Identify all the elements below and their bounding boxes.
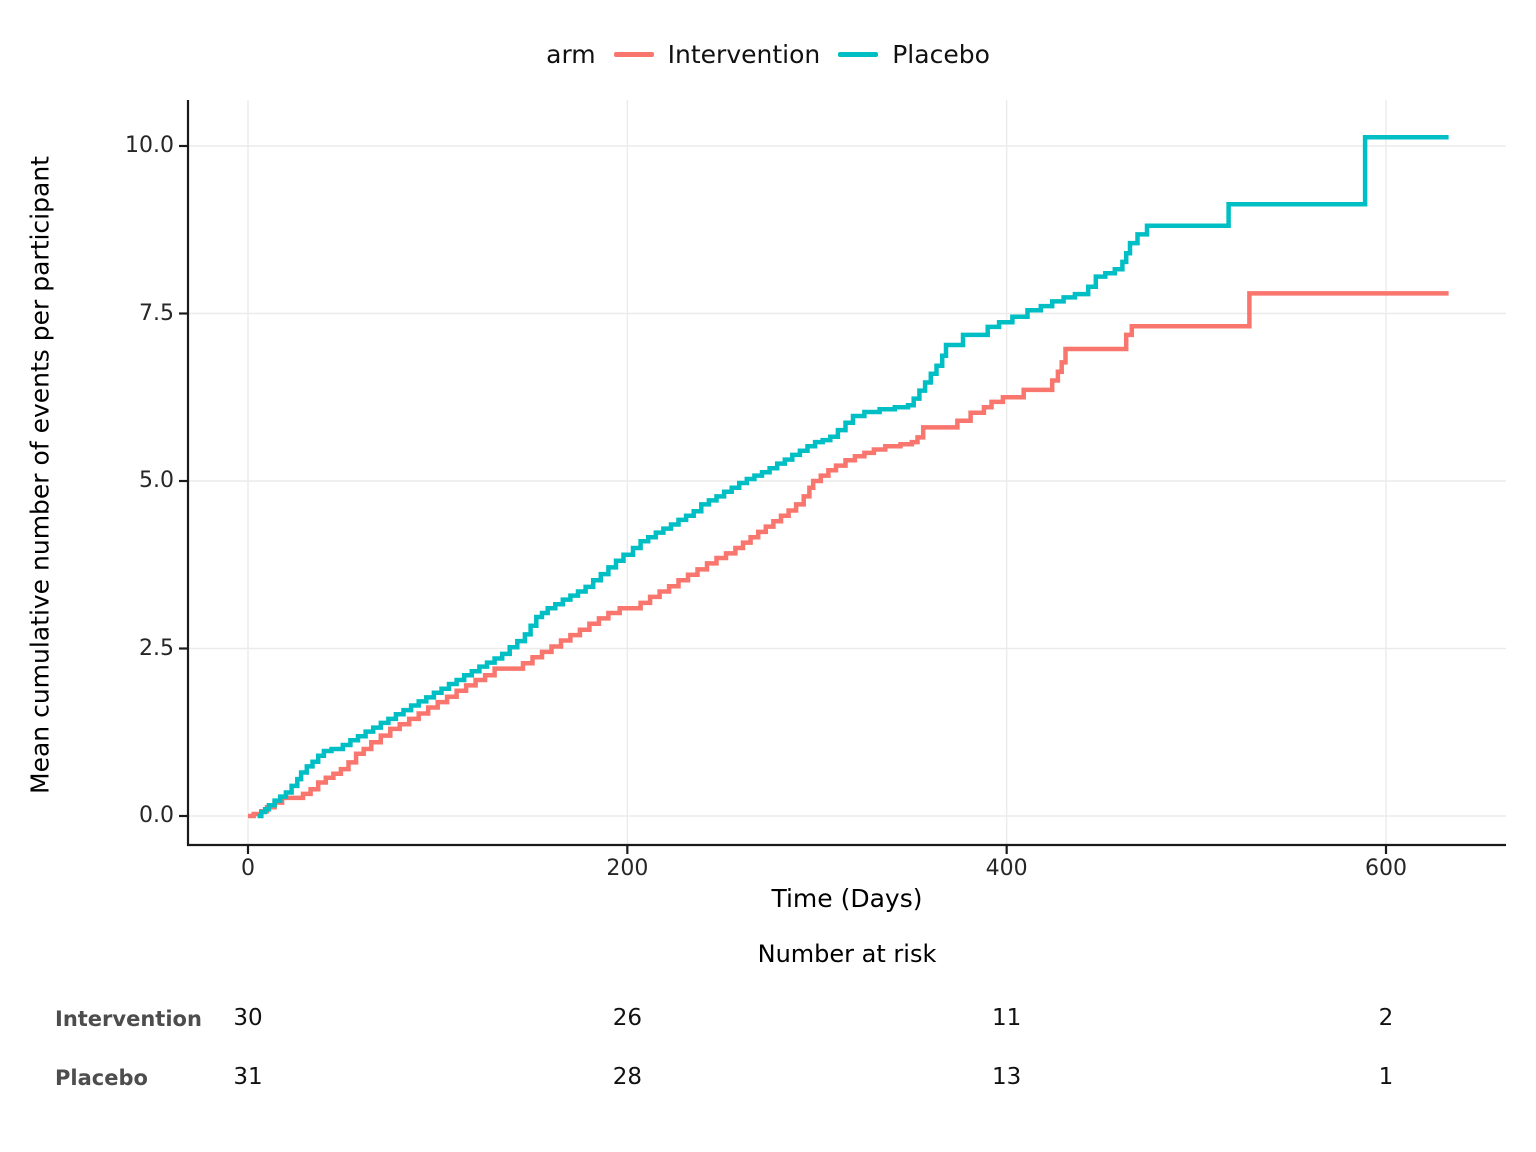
series-line-intervention: [248, 291, 1449, 819]
risk-row-label-intervention: Intervention: [55, 1007, 202, 1031]
legend-label-placebo: Placebo: [892, 39, 990, 69]
x-tick-label: 600: [1365, 856, 1407, 881]
y-tick-label: 2.5: [139, 635, 174, 661]
x-tick-label: 0: [241, 856, 255, 881]
legend-title: arm: [546, 39, 596, 69]
legend-item-placebo: Placebo: [838, 40, 990, 69]
series-line-placebo: [257, 135, 1449, 819]
risk-table-title: Number at risk: [757, 940, 937, 968]
placebo-line-swatch: [838, 51, 879, 57]
y-tick-label: 7.5: [139, 300, 174, 326]
risk-value: 31: [233, 1064, 263, 1090]
legend: arm Intervention Placebo: [0, 36, 1536, 72]
risk-value: 26: [612, 1005, 642, 1031]
legend-item-intervention: Intervention: [613, 39, 821, 69]
risk-row-label-placebo: Placebo: [55, 1066, 148, 1090]
y-tick-label: 10.0: [125, 133, 174, 158]
y-tick-label: 5.0: [139, 468, 174, 493]
x-tick-label: 200: [606, 856, 649, 881]
x-tick-label: 400: [985, 856, 1028, 881]
x-axis-title: Time (Days): [771, 884, 923, 913]
risk-value: 11: [992, 1005, 1022, 1031]
y-tick-label: 0.0: [139, 803, 174, 828]
risk-value: 28: [612, 1064, 642, 1090]
risk-value: 1: [1378, 1064, 1394, 1090]
legend-label-intervention: Intervention: [667, 39, 821, 69]
intervention-line-swatch: [613, 51, 654, 57]
risk-value: 30: [233, 1005, 263, 1031]
risk-value: 13: [992, 1064, 1022, 1090]
y-axis-title: Mean cumulative number of events per par…: [25, 156, 55, 794]
risk-value: 2: [1378, 1005, 1394, 1031]
